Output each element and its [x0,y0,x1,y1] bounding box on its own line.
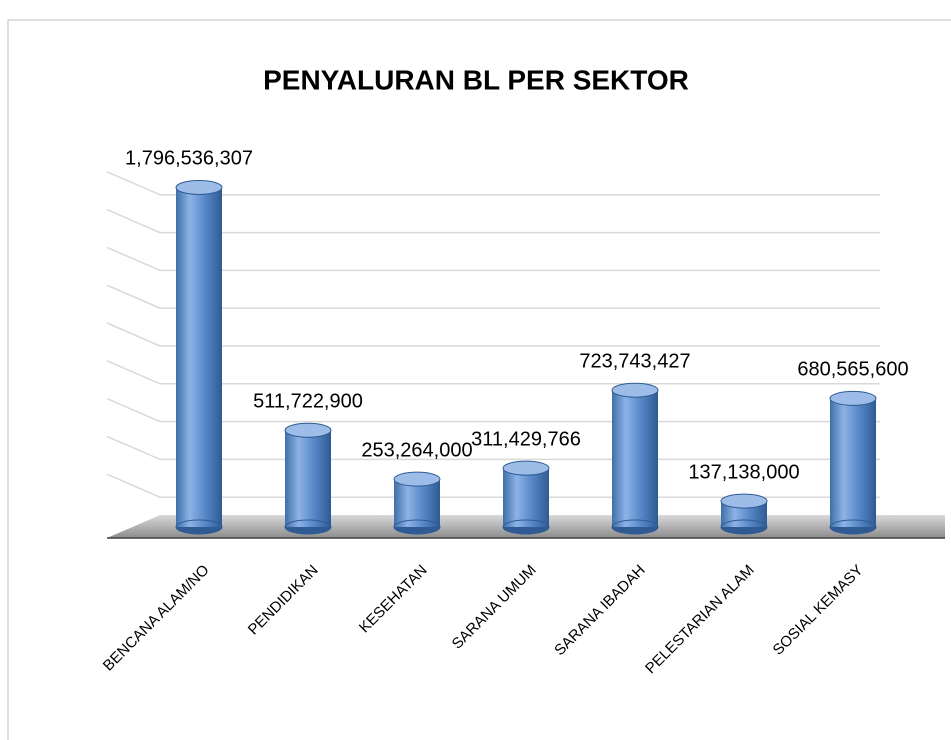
bar-bottom [284,519,332,535]
bar-bottom [720,519,768,535]
bar [393,471,441,535]
x-tick-label: BENCANA ALAM/NO [100,562,213,675]
data-label: 723,743,427 [579,350,690,372]
bar-top [284,422,332,438]
data-label: 137,138,000 [688,461,799,483]
grid-line [106,246,880,272]
bar [502,460,550,535]
x-tick-label: SOSIAL KEMASY [770,562,867,659]
frame [7,19,951,740]
data-label: 311,429,766 [471,428,581,450]
bar-body [612,390,658,527]
bar-bottom [175,519,223,535]
bar-body [503,468,549,527]
grid-line [106,322,880,347]
bar-top [720,493,768,509]
data-label: 680,565,600 [797,359,908,381]
chart-title: PENYALURAN BL PER SEKTOR [263,64,689,95]
bar-bottom [502,519,550,535]
x-tick-label: PELESTARIAN ALAM [642,562,758,678]
bar-body [285,430,331,527]
grid-line [106,208,880,234]
bar [829,390,877,535]
x-tick-label: SARANA UMUM [449,562,540,653]
x-tick-label: KESEHATAN [356,562,431,637]
bar-body [176,187,222,527]
bar-top [829,390,877,406]
bar-bottom [829,519,877,535]
grid-line [106,360,880,385]
bar-bottom [611,519,659,535]
data-label: 1,796,536,307 [125,148,253,170]
grid-line [106,284,880,309]
bar-top [611,382,659,398]
bar-top [175,179,223,195]
data-label: 253,264,000 [361,439,472,461]
bar [720,493,768,535]
grid-line [106,397,880,423]
bar-body [830,398,876,527]
bar-bottom [393,519,441,535]
bar-body [394,479,440,527]
x-tick-label: PENDIDIKAN [245,562,322,639]
bar [611,382,659,535]
grid-line [106,171,880,196]
bar-top [502,460,550,476]
bar-top [393,471,441,487]
data-label: 511,722,900 [253,391,363,413]
x-tick-label: SARANA IBADAH [551,562,648,659]
bar [175,179,223,535]
bar [284,422,332,535]
